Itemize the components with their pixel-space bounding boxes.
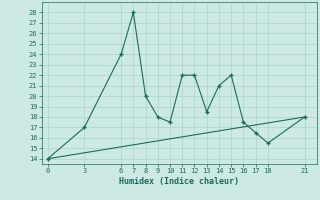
X-axis label: Humidex (Indice chaleur): Humidex (Indice chaleur) [119,177,239,186]
